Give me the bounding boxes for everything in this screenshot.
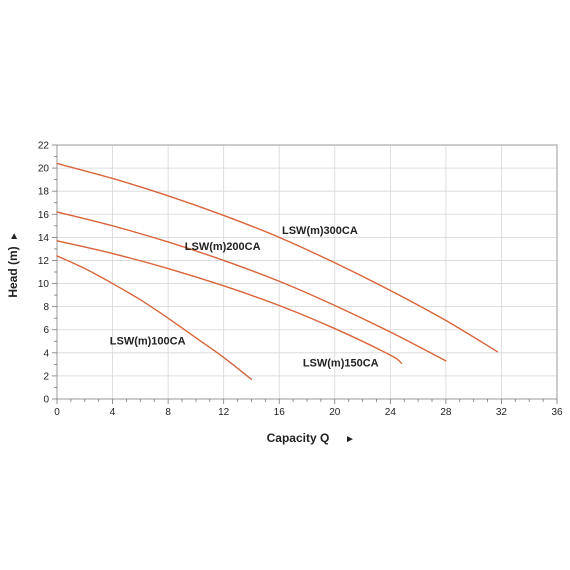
series-line-2 [56,240,403,364]
x-tick-label: 20 [329,407,341,418]
series-line-4 [56,162,498,353]
series-line-3 [56,211,447,362]
x-axis-arrow: ► [345,434,355,445]
y-axis-arrow: ► [9,231,20,241]
x-tick-label: 4 [110,407,116,418]
x-tick-label: 0 [54,407,60,418]
x-tick-label: 8 [165,407,171,418]
y-tick-label: 14 [38,233,50,244]
x-tick-label: 28 [440,407,452,418]
series-labels: LSW(m)100CA LSW(m)150CA LSW(m)200CA LSW(m)3… [110,225,379,370]
x-tick-label: 24 [385,407,397,418]
y-tick-label: 6 [43,325,49,336]
x-tick-label: 36 [551,407,563,418]
y-tick-label: 18 [38,187,50,198]
y-axis-title: Head (m) [6,246,20,297]
y-tick-label: 8 [43,302,49,313]
series-label-2: LSW(m)150CA [303,358,379,370]
y-tick-label: 22 [38,141,50,152]
series-curves [56,162,498,381]
y-tick-label: 12 [38,256,50,267]
x-tick-label: 12 [218,407,230,418]
y-tick-label: 20 [38,164,50,175]
x-tick-label: 16 [274,407,286,418]
series-label-1: LSW(m)100CA [110,336,186,348]
series-label-4: LSW(m)300CA [282,225,358,237]
y-tick-label: 16 [38,210,50,221]
x-axis-title: Capacity Q [267,431,330,445]
series-line-1 [56,255,253,381]
y-tick-label: 10 [38,279,50,290]
y-tick-label: 2 [43,371,49,382]
y-tick-label: 0 [43,395,49,406]
y-tick-label: 4 [43,348,49,359]
x-tick-label: 32 [496,407,508,418]
series-label-3: LSW(m)200CA [185,241,261,253]
